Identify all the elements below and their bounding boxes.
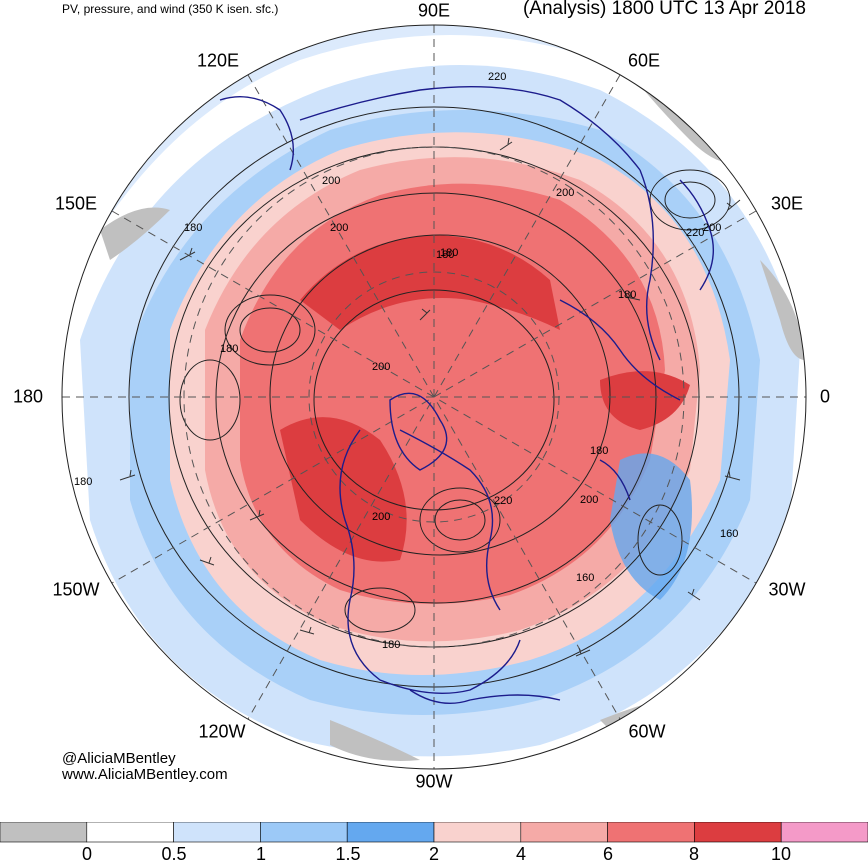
lon-label-30w: 30W — [768, 579, 806, 600]
colorbar-swatch — [86, 822, 174, 843]
contour-label: 180 — [220, 343, 238, 355]
contour-label: 180 — [382, 639, 400, 651]
colorbar-label: 1.5 — [335, 844, 361, 864]
polar-stereographic-map: 220 200 200 200 220 180 180 180 200 180 … — [61, 24, 807, 770]
colorbar-swatch — [173, 822, 261, 843]
lon-label-30e: 30E — [770, 193, 804, 214]
contour-label: 180 — [618, 289, 636, 301]
map-boundary — [61, 24, 807, 770]
contour-label: 200 — [580, 494, 598, 506]
colorbar-label: 6 — [602, 844, 614, 864]
colorbar-label: 2 — [428, 844, 440, 864]
gray-patch-e — [760, 260, 805, 360]
colorbar-swatch — [346, 822, 435, 843]
pv-10-region-east — [600, 371, 690, 430]
lon-label-60w: 60W — [628, 721, 666, 742]
pv-10-region-south — [280, 417, 407, 562]
contour-label: 220 — [494, 495, 512, 507]
gray-patch-sw — [330, 720, 420, 761]
credit-website: www.AliciaMBentley.com — [62, 766, 228, 783]
colorbar-label: 4 — [515, 844, 527, 864]
pv-1.5-patch-east — [610, 453, 692, 600]
contour-labels: 220 200 200 200 220 180 180 180 200 180 … — [74, 71, 738, 651]
contour-label: 180 — [184, 222, 202, 234]
lon-label-180: 180 — [12, 386, 44, 407]
contour-label: 200 — [372, 511, 390, 523]
wind-barbs — [119, 137, 741, 657]
colorbar-swatch — [780, 822, 868, 843]
contour-label: 200 — [556, 187, 574, 199]
contour-label: 200 — [330, 222, 348, 234]
colorbar-swatch — [260, 822, 348, 843]
map-title-right: (Analysis) 1800 UTC 13 Apr 2018 — [522, 0, 806, 19]
lon-label-90w: 90W — [415, 771, 453, 792]
lon-label-150e: 150E — [54, 193, 98, 214]
graticule — [62, 25, 806, 769]
contour-label: 180 — [590, 445, 608, 457]
lon-label-90e: 90E — [417, 0, 451, 21]
colorbar-swatch — [0, 822, 88, 843]
credit-handle: @AliciaMBentley — [62, 750, 176, 767]
colorbar-label: 0 — [81, 844, 93, 864]
colorbar-label: 8 — [688, 844, 700, 864]
colorbar-label: 1 — [255, 844, 267, 864]
contour-label: 200 — [703, 222, 721, 234]
colorbar-swatch — [520, 822, 608, 843]
pv-10-region — [300, 235, 560, 330]
gray-patch-w — [100, 207, 170, 260]
map-title-left: PV, pressure, and wind (350 K isen. sfc.… — [62, 2, 279, 16]
contour-label: 200 — [372, 361, 390, 373]
colorbar-swatch — [694, 822, 782, 843]
coastlines — [219, 85, 715, 705]
colorbar-swatch — [433, 822, 522, 843]
contour-label: 180 — [440, 247, 458, 259]
contour-label: 180 — [436, 249, 454, 261]
contour-label: 160 — [576, 572, 594, 584]
colorbar-label: 0.5 — [161, 844, 187, 864]
contour-label: 160 — [720, 528, 738, 540]
colorbar-label: 10 — [770, 844, 792, 864]
lon-label-120w: 120W — [198, 721, 246, 742]
lon-label-0: 0 — [819, 386, 831, 407]
contour-label: 220 — [686, 227, 704, 239]
lon-label-60e: 60E — [627, 50, 661, 71]
contour-label: 200 — [322, 175, 340, 187]
colorbar — [0, 822, 868, 843]
lon-label-120e: 120E — [196, 50, 240, 71]
contour-label: 220 — [488, 71, 506, 83]
lon-label-150w: 150W — [52, 579, 100, 600]
contour-label: 180 — [74, 476, 92, 488]
colorbar-swatch — [607, 822, 695, 843]
